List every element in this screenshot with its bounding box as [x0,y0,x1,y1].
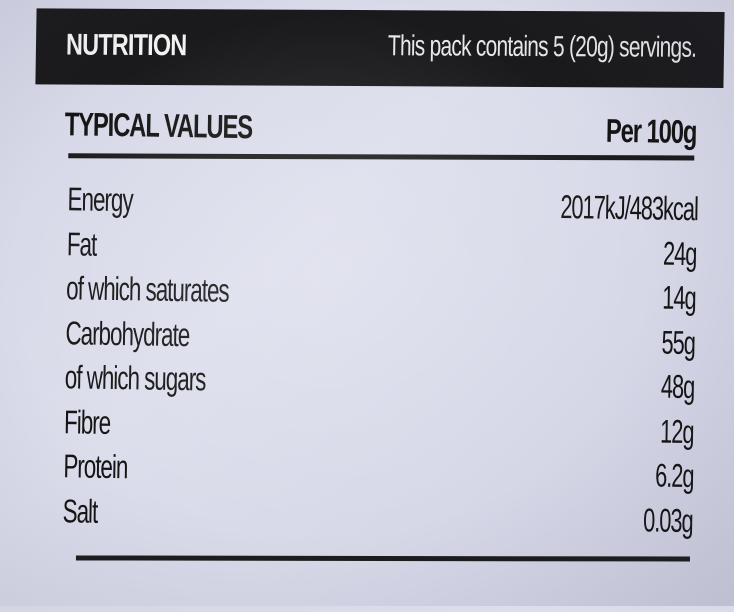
nutrient-value: 55g [661,323,696,361]
header-divider [68,153,695,161]
nutrition-header-bar: NUTRITION This pack contains 5 (20g) ser… [35,8,725,88]
nutrient-value: 14g [662,278,697,317]
nutrient-name: Salt [62,491,98,530]
nutrient-name: Fibre [63,402,111,441]
nutrient-rows: Energy 2017kJ/483kcal Fat 24g of which s… [62,179,698,545]
footer-divider [75,555,690,562]
nutrient-name: Energy [67,180,133,219]
nutrient-value: 12g [660,412,695,450]
nutrient-name: of which sugars [64,358,206,398]
nutrient-row-salt: Salt 0.03g [62,491,693,545]
nutrient-name: of which saturates [65,269,229,309]
nutrient-value: 2017kJ/483kcal [559,188,698,228]
nutrient-name: Protein [63,447,128,486]
nutrition-title: NUTRITION [65,28,187,63]
nutrient-name: Fat [66,224,97,263]
nutrient-value: 24g [663,234,698,272]
table-header: TYPICAL VALUES Per 100g [64,103,697,157]
nutrient-value: 6.2g [654,456,694,495]
per-100g-heading: Per 100g [606,111,698,151]
nutrient-value: 48g [661,367,696,406]
servings-info: This pack contains 5 (20g) servings. [387,30,697,64]
nutrient-value: 0.03g [642,500,693,539]
nutrient-name: Carbohydrate [65,313,190,353]
typical-values-heading: TYPICAL VALUES [64,105,253,146]
